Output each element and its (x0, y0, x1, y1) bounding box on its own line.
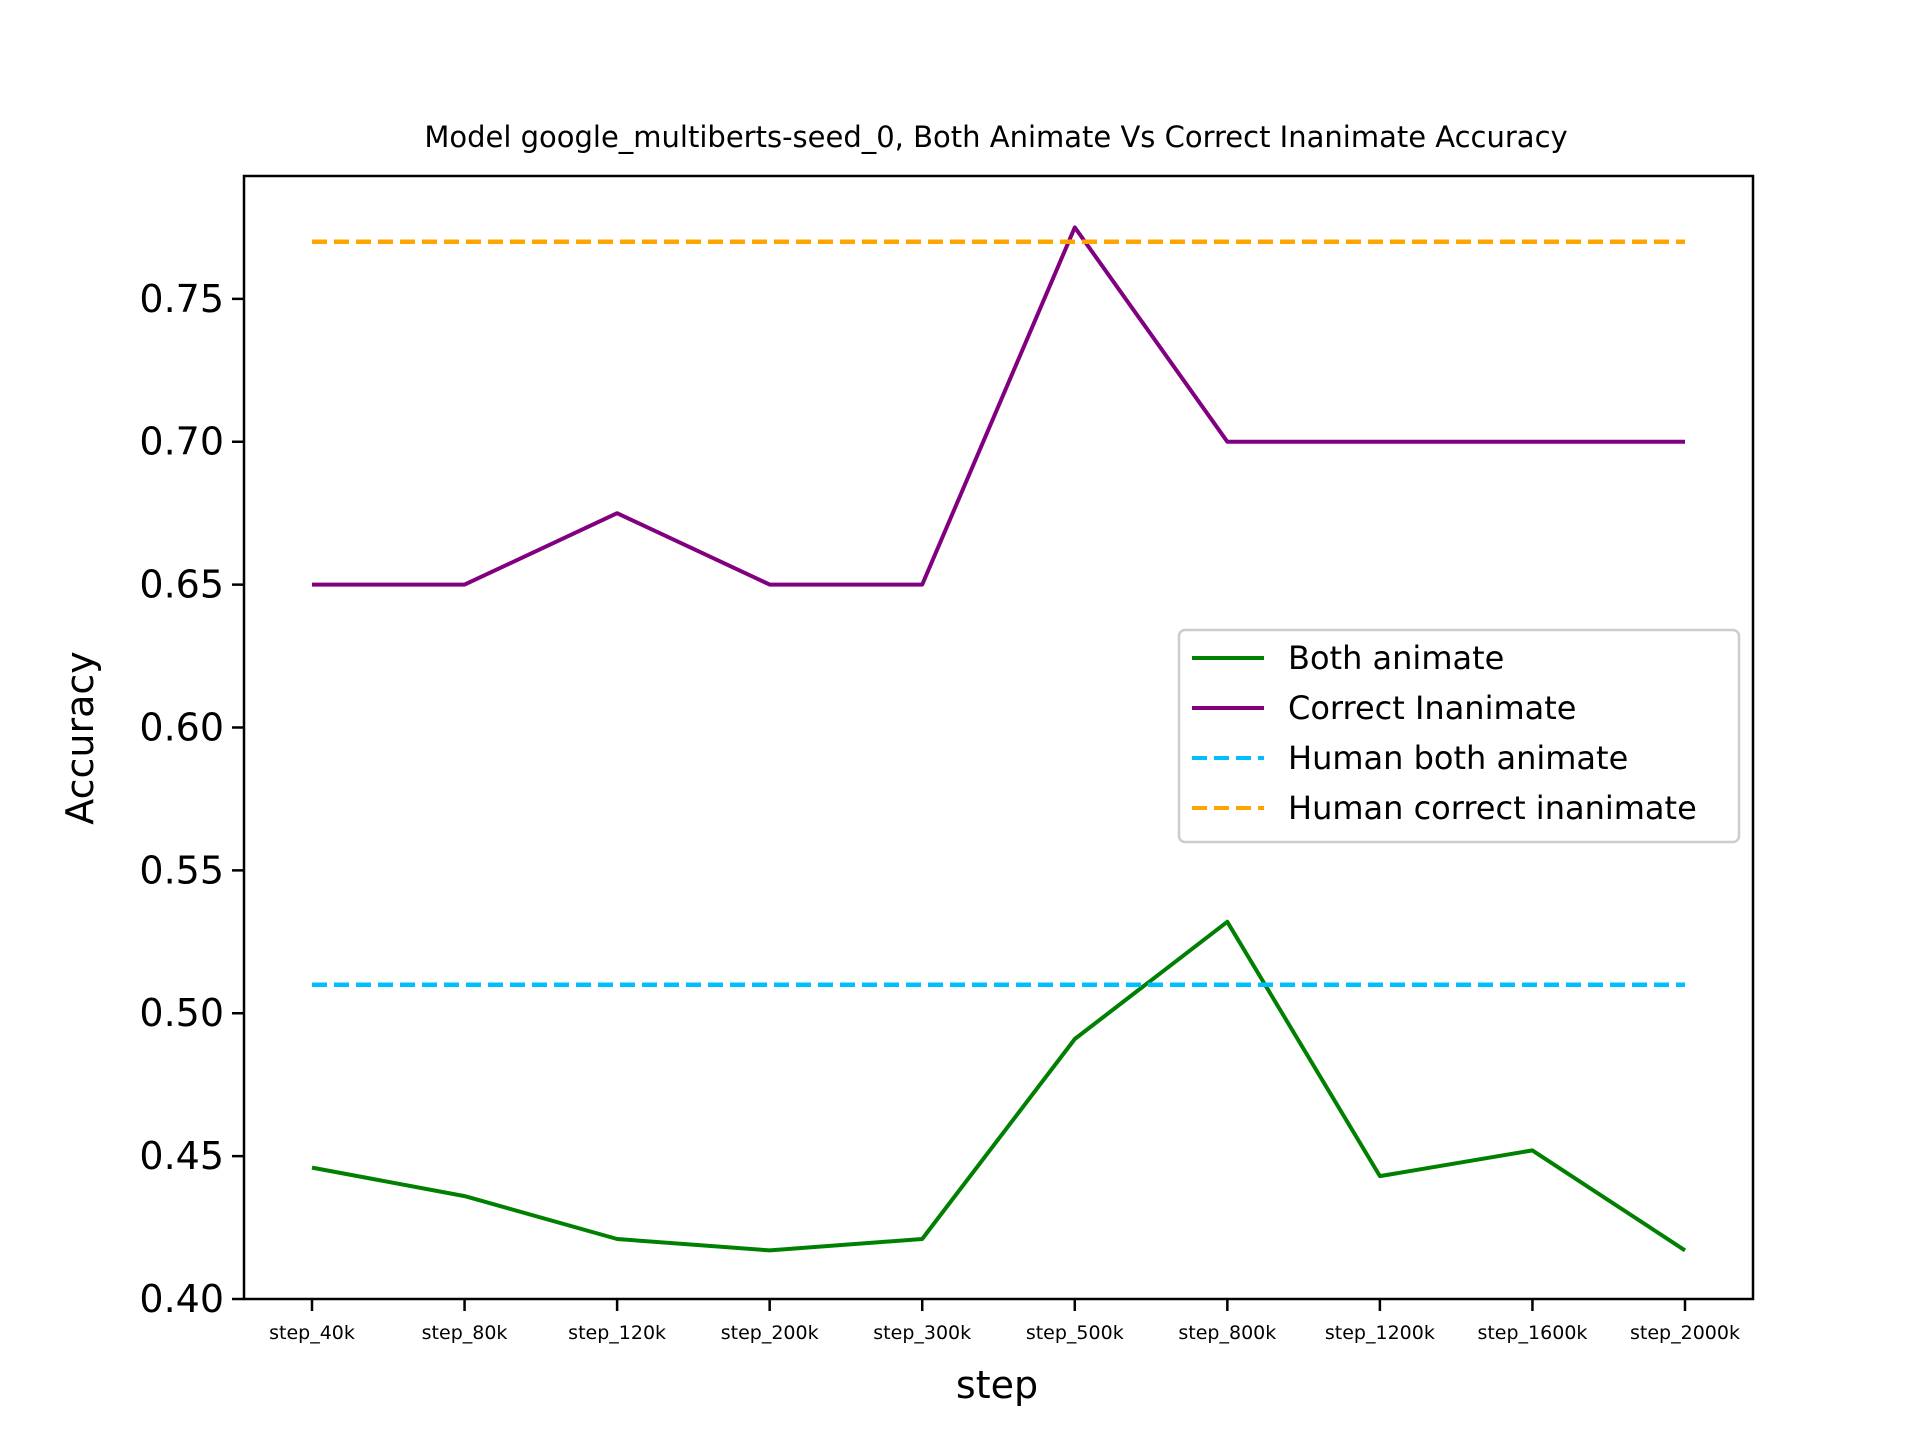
y-tick-label: 0.70 (139, 420, 224, 464)
x-tick-label: step_80k (422, 1322, 508, 1344)
y-axis-label: Accuracy (58, 651, 102, 825)
x-tick-label: step_40k (269, 1322, 355, 1344)
x-tick-label: step_800k (1178, 1322, 1276, 1344)
legend-label-human-both-animate: Human both animate (1288, 739, 1628, 777)
legend-box (1177, 628, 1741, 844)
legend-label-both-animate: Both animate (1288, 639, 1504, 677)
y-tick-label: 0.60 (139, 705, 224, 749)
x-tick-label: step_2000k (1630, 1322, 1740, 1344)
x-axis: step_40k step_80k step_120k step_200k step_3… (269, 1299, 1740, 1344)
y-tick-label: 0.55 (139, 848, 224, 892)
y-axis: 0.40 0.45 0.50 0.55 0.60 0.65 0.70 0.75 (139, 277, 244, 1321)
y-tick-label: 0.45 (139, 1134, 224, 1178)
y-tick-label: 0.65 (139, 563, 224, 607)
x-tick-label: step_1600k (1477, 1322, 1587, 1344)
series-line-both-animate (311, 919, 1687, 1253)
series-layer (311, 225, 1687, 1253)
y-tick-label: 0.75 (139, 277, 224, 321)
plot-area-frame (242, 174, 1755, 1301)
x-axis-label: step (956, 1363, 1038, 1407)
x-tick-label: step_1200k (1325, 1322, 1435, 1344)
legend-label-human-correct-inanimate: Human correct inanimate (1288, 789, 1697, 827)
x-tick-label: step_500k (1026, 1322, 1124, 1344)
y-tick-label: 0.40 (139, 1277, 224, 1321)
y-tick-label: 0.50 (139, 991, 224, 1035)
x-tick-label: step_120k (568, 1322, 666, 1344)
x-tick-label: step_200k (721, 1322, 819, 1344)
legend: Both animate Correct Inanimate Human both … (1177, 628, 1741, 844)
legend-label-correct-inanimate: Correct Inanimate (1288, 689, 1576, 727)
x-tick-label: step_300k (873, 1322, 971, 1344)
series-line-correct-inanimate (312, 225, 1685, 587)
chart-title: Model google_multiberts-seed_0, Both Ani… (424, 120, 1567, 154)
